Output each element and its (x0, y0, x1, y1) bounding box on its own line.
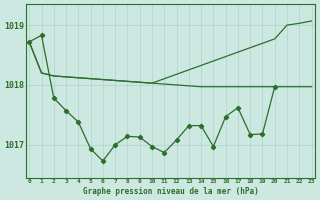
X-axis label: Graphe pression niveau de la mer (hPa): Graphe pression niveau de la mer (hPa) (83, 187, 258, 196)
